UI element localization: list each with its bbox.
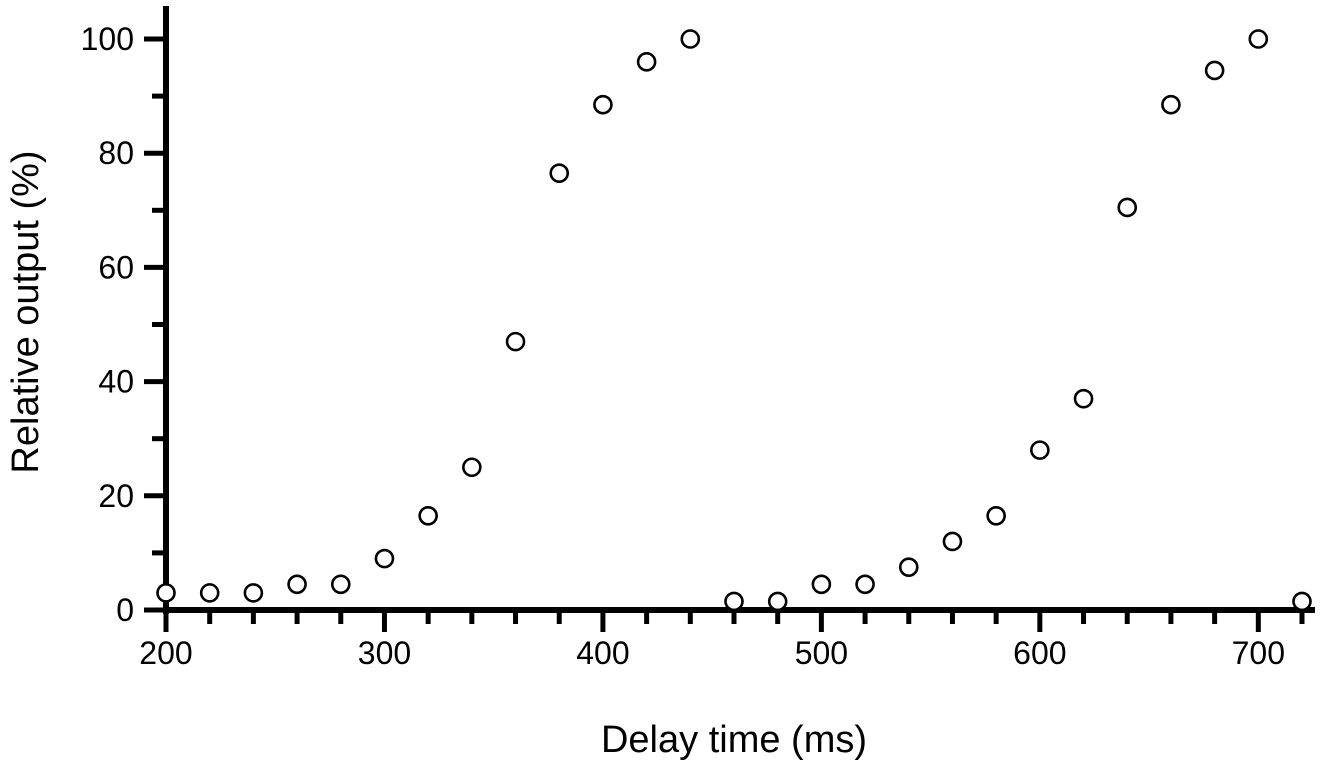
y-tick-label: 0 bbox=[116, 592, 134, 628]
data-point bbox=[986, 505, 1006, 526]
data-point bbox=[505, 331, 526, 352]
y-tick-labels: 0 20 40 60 80 100 bbox=[81, 21, 134, 628]
y-tick-label: 80 bbox=[98, 135, 134, 171]
data-point bbox=[898, 557, 919, 577]
x-tick-label: 700 bbox=[1232, 635, 1285, 671]
data-point bbox=[855, 574, 875, 595]
x-axis-title: Delay time (ms) bbox=[601, 719, 867, 761]
x-tick-label: 300 bbox=[358, 635, 411, 671]
y-tick-label: 60 bbox=[98, 249, 134, 285]
data-point bbox=[374, 548, 395, 569]
y-tick-label: 100 bbox=[81, 21, 134, 57]
data-point bbox=[1030, 440, 1050, 460]
data-point bbox=[156, 583, 176, 603]
x-tick-label: 200 bbox=[139, 635, 192, 671]
x-tick-label: 500 bbox=[795, 635, 848, 671]
data-point bbox=[1204, 60, 1225, 81]
data-point bbox=[636, 52, 657, 72]
x-tick-label: 400 bbox=[576, 635, 629, 671]
data-point bbox=[593, 94, 613, 115]
data-point bbox=[1073, 388, 1094, 409]
data-point bbox=[243, 583, 264, 603]
data-point bbox=[942, 531, 963, 552]
data-point bbox=[1117, 197, 1138, 218]
x-tick-labels: 200 300 400 500 600 700 bbox=[139, 635, 1285, 671]
y-major-ticks bbox=[144, 36, 166, 613]
x-tick-label: 600 bbox=[1013, 635, 1066, 671]
data-point bbox=[549, 163, 570, 183]
y-tick-label: 40 bbox=[98, 364, 134, 400]
data-point bbox=[1248, 29, 1269, 49]
x-major-ticks bbox=[163, 610, 1261, 632]
data-point bbox=[418, 505, 438, 526]
data-point bbox=[287, 574, 307, 595]
data-points bbox=[156, 29, 1312, 612]
data-point bbox=[330, 574, 351, 595]
data-point bbox=[1161, 94, 1181, 115]
data-point bbox=[1292, 591, 1312, 612]
y-axis-title: Relative output (%) bbox=[5, 150, 47, 473]
data-point bbox=[767, 591, 788, 612]
data-point bbox=[199, 583, 220, 603]
data-point bbox=[724, 591, 744, 612]
data-point bbox=[811, 574, 832, 595]
data-point bbox=[462, 457, 482, 478]
y-tick-label: 20 bbox=[98, 478, 134, 514]
data-point bbox=[680, 29, 701, 49]
